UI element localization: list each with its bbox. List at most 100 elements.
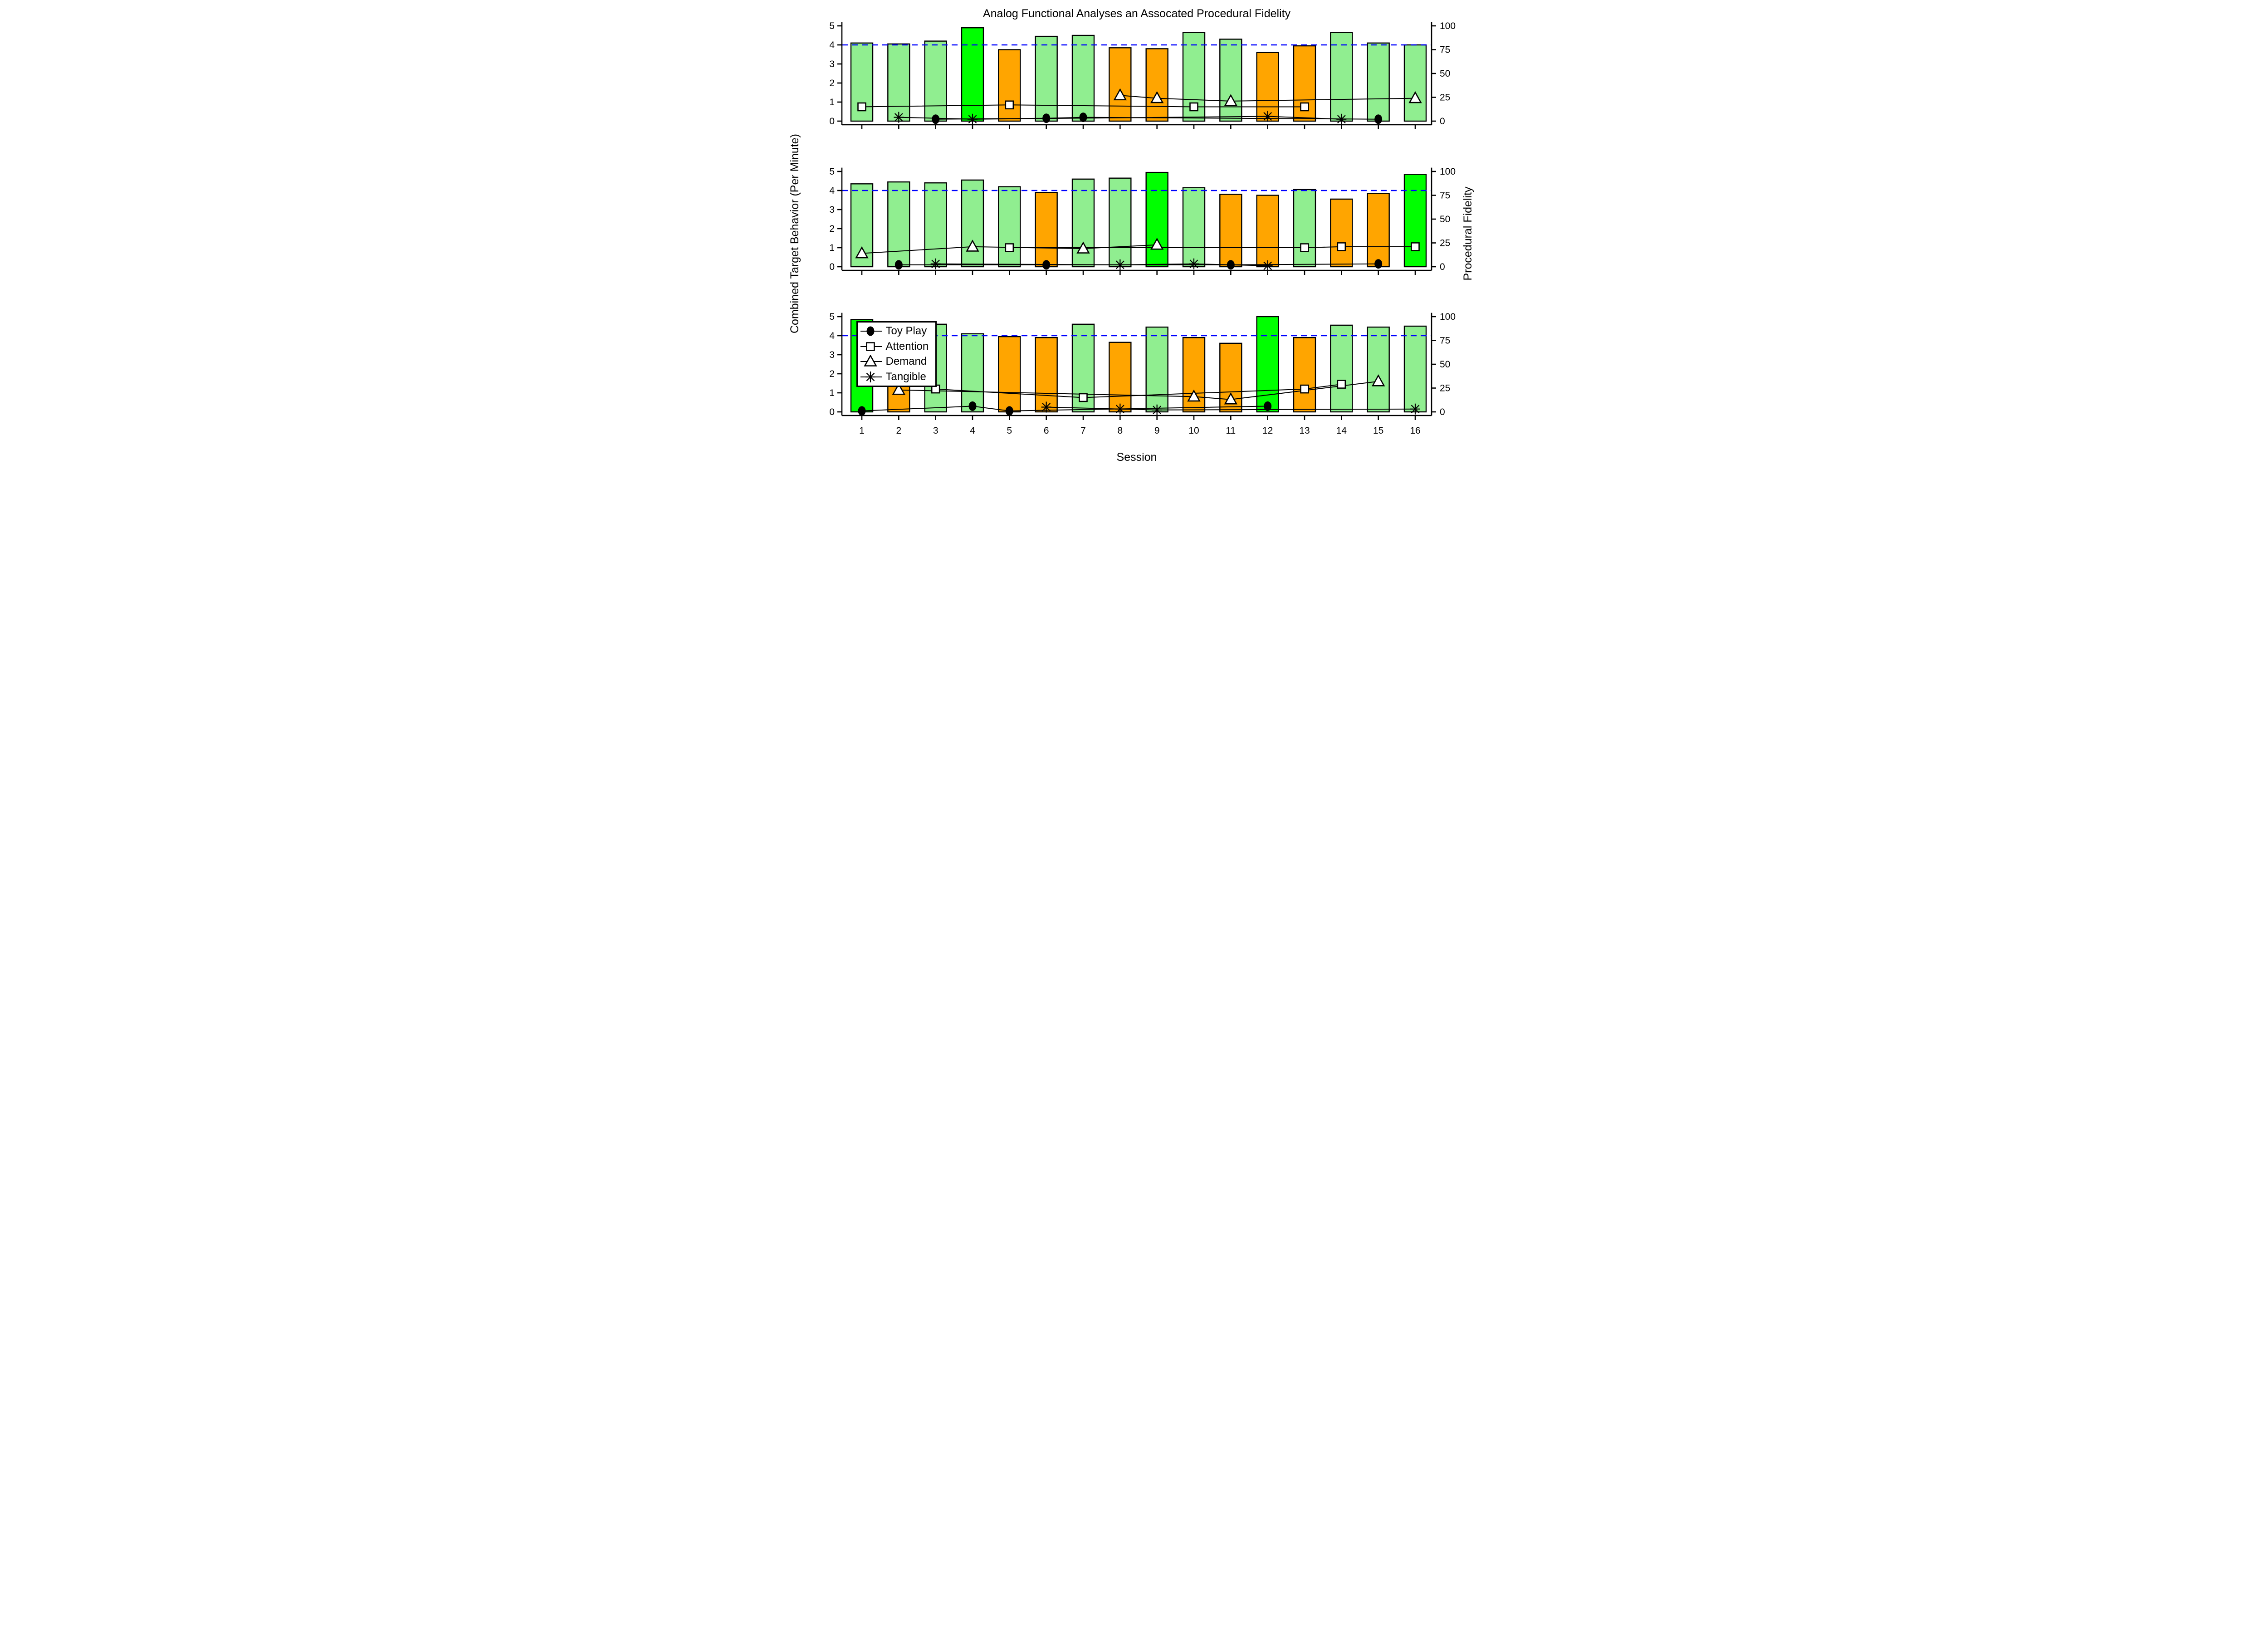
fidelity-bar — [961, 333, 984, 413]
marker-demand — [855, 246, 869, 259]
marker-demand — [1150, 238, 1163, 250]
fidelity-bar — [924, 40, 947, 122]
marker-demand — [1371, 374, 1385, 386]
y-left-tick-label: 0 — [829, 407, 835, 417]
y-left-tick-label: 4 — [829, 186, 835, 196]
session-tick-label: 13 — [1299, 425, 1310, 436]
y-left-tick-label: 1 — [829, 97, 835, 108]
y-left-tick-label: 5 — [829, 21, 835, 31]
marker-toy-play — [1263, 401, 1271, 411]
fidelity-bar — [1034, 337, 1058, 413]
fidelity-bar — [1145, 171, 1168, 268]
y-right-tick-label: 100 — [1440, 312, 1456, 322]
open-square-icon — [860, 342, 882, 351]
session-tick-label: 9 — [1154, 425, 1159, 436]
series-line-demand — [861, 244, 1157, 254]
series-line-attention — [861, 104, 1305, 108]
series-line-toy-play — [861, 406, 1268, 411]
session-tick-label: 12 — [1262, 425, 1272, 436]
marker-demand — [1113, 88, 1127, 101]
fidelity-bar — [1219, 194, 1242, 268]
marker-tangible — [1262, 111, 1273, 122]
chart-canvas: 0123450255075100012345025507510001234502… — [788, 7, 1474, 464]
session-tick-label: 10 — [1188, 425, 1199, 436]
marker-attention — [1300, 384, 1309, 394]
legend-item-toy-play: Toy Play — [858, 323, 935, 339]
marker-tangible — [1188, 258, 1199, 269]
marker-attention — [1337, 242, 1346, 251]
marker-attention — [1337, 380, 1346, 389]
figure-analog-functional-analysis: 0 1 2 3 4 5 0 25 50 75 100 0 1 2 3 4 5 0 25 50 75 100 0 1 2 3 4 5 0 2… — [783, 0, 1485, 467]
y-right-tick-label: 100 — [1440, 21, 1456, 31]
fidelity-bar — [887, 181, 910, 268]
fidelity-bar — [961, 179, 984, 268]
series-line-tangible — [1046, 406, 1415, 411]
marker-attention — [1189, 102, 1198, 112]
legend-item-attention: Attention — [858, 339, 935, 354]
y-right-tick-label: 25 — [1440, 93, 1450, 103]
marker-tangible — [967, 113, 978, 125]
asterisk-icon — [860, 372, 882, 383]
marker-tangible — [1262, 260, 1273, 271]
y-left-tick-label: 5 — [829, 312, 835, 322]
y-right-tick-label: 50 — [1440, 68, 1450, 79]
fidelity-bar — [1330, 32, 1353, 122]
session-tick-label: 3 — [933, 425, 938, 436]
marker-tangible — [1410, 403, 1420, 415]
y-right-tick-label: 0 — [1440, 262, 1445, 272]
marker-demand — [1224, 94, 1237, 106]
y-right-tick-label: 75 — [1440, 336, 1450, 346]
fidelity-bar — [1330, 324, 1353, 413]
y-right-tick-label: 100 — [1440, 166, 1456, 177]
chart-layer: 0123450255075100012345025507510001234502… — [829, 21, 1456, 436]
marker-toy-play — [1374, 114, 1382, 124]
marker-tangible — [1114, 403, 1125, 415]
fidelity-bar — [1256, 316, 1279, 413]
marker-toy-play — [968, 401, 976, 411]
y-right-tick-label: 75 — [1440, 191, 1450, 201]
marker-tangible — [1114, 259, 1125, 270]
x-axis-title: Session — [1116, 451, 1157, 464]
y-left-tick-label: 2 — [829, 224, 835, 234]
fidelity-bar — [1366, 326, 1390, 413]
fidelity-bar — [887, 43, 910, 122]
session-tick-label: 8 — [1117, 425, 1123, 436]
session-tick-label: 7 — [1080, 425, 1086, 436]
session-tick-label: 6 — [1043, 425, 1049, 436]
fidelity-bar — [1366, 193, 1390, 268]
fidelity-bar — [1034, 192, 1058, 268]
session-tick-label: 1 — [859, 425, 865, 436]
fidelity-bar — [1145, 48, 1168, 122]
marker-toy-play — [1227, 260, 1235, 270]
y-left-tick-label: 3 — [829, 350, 835, 360]
fidelity-bar — [1403, 325, 1427, 413]
fidelity-bar — [1108, 47, 1132, 122]
marker-attention — [1300, 243, 1309, 252]
fidelity-bar — [1293, 337, 1316, 413]
legend: Toy Play Attention Demand Tangible — [856, 321, 937, 387]
legend-label: Tangible — [885, 371, 926, 383]
y-left-tick-label: 2 — [829, 78, 835, 88]
marker-attention — [1005, 100, 1014, 110]
fidelity-bar — [1256, 195, 1279, 268]
marker-tangible — [930, 258, 941, 269]
marker-toy-play — [858, 406, 865, 416]
y-right-tick-label: 50 — [1440, 359, 1450, 370]
fidelity-bar — [1182, 187, 1205, 268]
marker-toy-play — [1005, 406, 1013, 416]
session-tick-label: 5 — [1007, 425, 1012, 436]
y-left-tick-label: 2 — [829, 369, 835, 379]
y-left-tick-label: 0 — [829, 262, 835, 272]
y-right-tick-label: 25 — [1440, 383, 1450, 394]
marker-tangible — [1336, 113, 1346, 125]
marker-demand — [1187, 389, 1201, 402]
fidelity-bar — [1293, 189, 1316, 268]
marker-attention — [1005, 243, 1014, 252]
y-right-tick-label: 50 — [1440, 214, 1450, 225]
session-tick-label: 11 — [1226, 425, 1236, 436]
session-tick-label: 2 — [896, 425, 901, 436]
marker-toy-play — [931, 114, 939, 124]
fidelity-bar — [1108, 342, 1132, 413]
